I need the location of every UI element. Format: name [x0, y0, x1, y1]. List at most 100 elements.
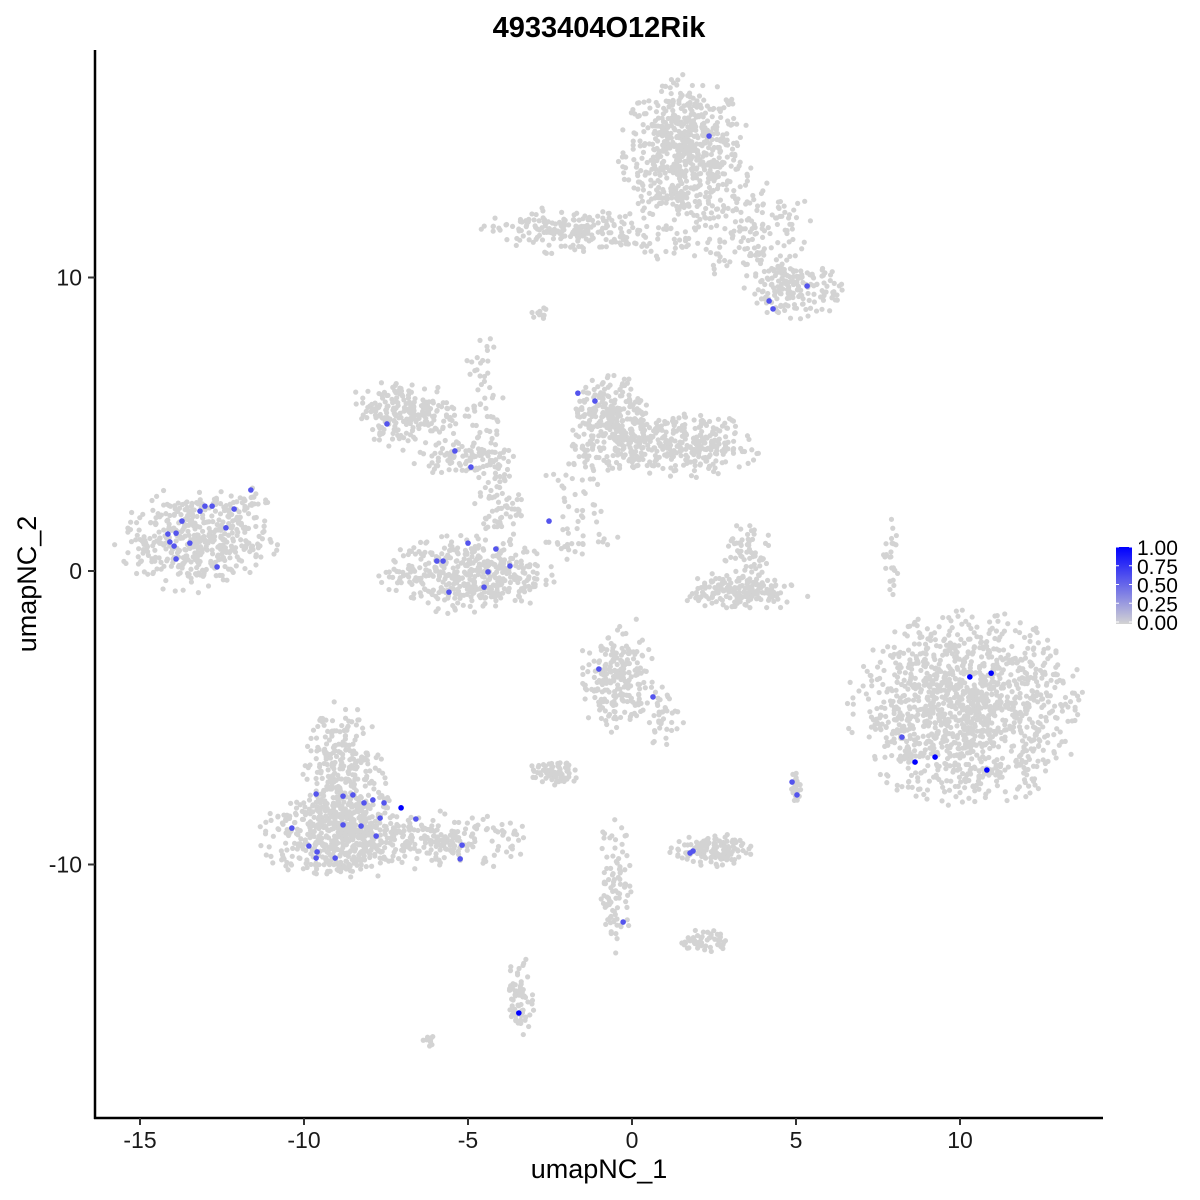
cell-point — [726, 101, 732, 107]
cell-point — [759, 226, 765, 232]
cell-point — [630, 146, 636, 152]
cell-point — [731, 115, 737, 122]
cell-point — [973, 697, 979, 703]
cell-point — [1043, 690, 1050, 696]
cell-point — [628, 386, 634, 392]
cell-point — [784, 295, 790, 301]
cell-point — [717, 108, 723, 114]
cell-point — [876, 689, 882, 696]
cell-point — [991, 646, 997, 652]
cell-point — [722, 557, 728, 563]
cell-point — [394, 580, 401, 586]
cell-point — [664, 451, 671, 457]
cell-point — [1045, 699, 1051, 705]
cell-point — [447, 414, 453, 421]
cell-point — [401, 397, 407, 403]
cell-point — [253, 552, 259, 558]
cell-point — [887, 586, 893, 593]
cell-point — [628, 449, 634, 455]
cell-point — [932, 725, 938, 731]
cell-point — [948, 685, 954, 691]
cell-point — [631, 130, 637, 136]
cell-point — [784, 599, 790, 605]
cell-point — [353, 722, 359, 728]
cell-point — [504, 570, 510, 577]
cell-point — [391, 417, 397, 424]
cell-point — [475, 446, 482, 452]
cell-point — [1036, 728, 1042, 734]
cell-point — [724, 425, 730, 431]
cell-point — [724, 131, 730, 137]
cell-point — [880, 681, 886, 688]
cell-point — [438, 469, 445, 476]
cell-point — [702, 603, 708, 609]
cell-point — [769, 212, 775, 218]
cell-point — [504, 237, 510, 243]
cell-point — [788, 582, 794, 588]
cell-point — [748, 528, 755, 534]
cell-point — [884, 689, 890, 695]
cell-point — [516, 594, 523, 600]
cell-point — [920, 733, 926, 739]
cell-point — [444, 572, 450, 578]
cell-point — [641, 232, 647, 239]
cell-point — [128, 519, 134, 525]
cell-point — [477, 337, 483, 343]
cell-point — [451, 454, 457, 461]
cell-point — [249, 502, 255, 508]
cell-point — [753, 252, 759, 258]
cell-point — [491, 524, 498, 530]
cell-point — [584, 222, 590, 228]
cell-point — [605, 467, 611, 473]
cell-point — [391, 557, 397, 564]
cell-point — [728, 580, 734, 586]
cell-point — [575, 236, 581, 242]
cell-point — [218, 522, 225, 528]
cell-point — [706, 145, 712, 151]
cell-point — [693, 595, 699, 601]
cell-point — [482, 515, 489, 521]
cell-point — [1021, 777, 1028, 783]
cell-point — [1045, 758, 1051, 764]
cell-point — [165, 526, 172, 532]
cell-point — [527, 587, 533, 593]
cell-point — [621, 406, 627, 412]
cell-point — [579, 551, 585, 557]
cell-point — [1075, 712, 1081, 718]
cell-point — [692, 198, 698, 205]
cell-point — [571, 217, 577, 223]
cell-point — [403, 430, 409, 436]
cell-point — [698, 594, 704, 600]
cell-point — [598, 508, 604, 514]
cell-point — [646, 170, 652, 176]
cell-point — [164, 558, 170, 564]
cell-point — [694, 104, 700, 110]
cell-point — [707, 216, 713, 222]
cell-point — [580, 533, 586, 539]
cell-point — [747, 576, 753, 582]
cell-point — [1054, 679, 1060, 685]
cell-point — [892, 567, 898, 573]
cell-point — [950, 643, 957, 649]
cell-point — [479, 573, 486, 580]
cell-point — [669, 182, 675, 188]
cell-point — [566, 547, 572, 553]
cell-point — [769, 275, 775, 281]
cell-point — [915, 660, 921, 666]
cell-point — [677, 163, 683, 169]
cell-point — [121, 558, 127, 564]
cell-point — [692, 227, 699, 233]
cell-point — [742, 601, 748, 608]
cell-point — [640, 187, 647, 193]
cell-point — [953, 676, 959, 682]
cell-point — [582, 213, 588, 219]
cell-point — [648, 435, 655, 441]
cell-point — [148, 519, 154, 526]
cell-point — [915, 786, 922, 792]
cell-point — [904, 633, 910, 639]
cell-point — [993, 628, 1000, 634]
cell-point — [411, 460, 417, 467]
cell-point — [949, 651, 955, 657]
cell-point — [1067, 699, 1074, 705]
cell-point — [606, 210, 612, 216]
